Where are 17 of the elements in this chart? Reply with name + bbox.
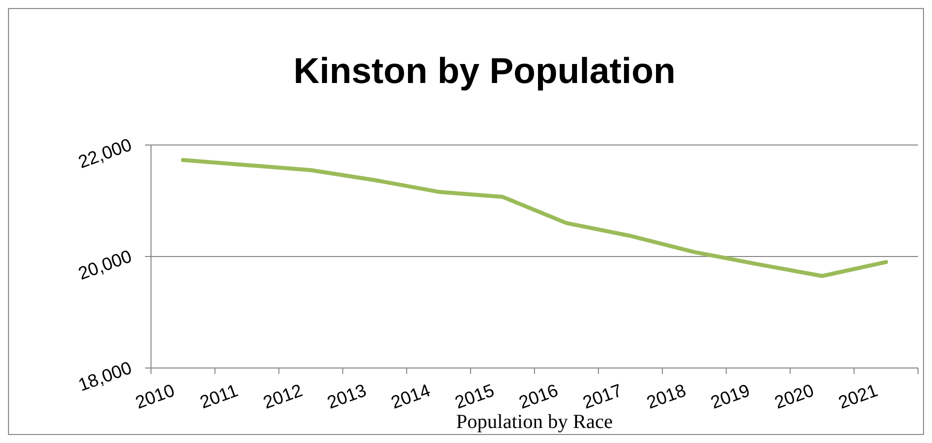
x-tick-label: 2019 — [708, 380, 752, 413]
x-tick-label: 2017 — [580, 380, 625, 413]
x-tick-label: 2012 — [260, 380, 306, 413]
y-tick-label: 22,000 — [76, 134, 134, 172]
chart-title: Kinston by Population — [294, 50, 676, 91]
y-tick-label: 18,000 — [76, 358, 134, 396]
text: Population by Race — [456, 411, 613, 433]
x-tick-label: 2020 — [772, 380, 816, 413]
x-tick-label: 2011 — [197, 380, 240, 412]
x-tick-label: 2013 — [324, 380, 369, 413]
x-tick-label: 2010 — [132, 380, 178, 413]
x-tick-label: 2016 — [516, 380, 561, 413]
x-tick-label: 2021 — [836, 380, 880, 413]
x-tick-label: 2015 — [452, 380, 497, 413]
x-tick-label: 2014 — [388, 380, 433, 413]
x-tick-label: 2018 — [644, 380, 689, 413]
y-tick-label: 20,000 — [76, 246, 134, 284]
